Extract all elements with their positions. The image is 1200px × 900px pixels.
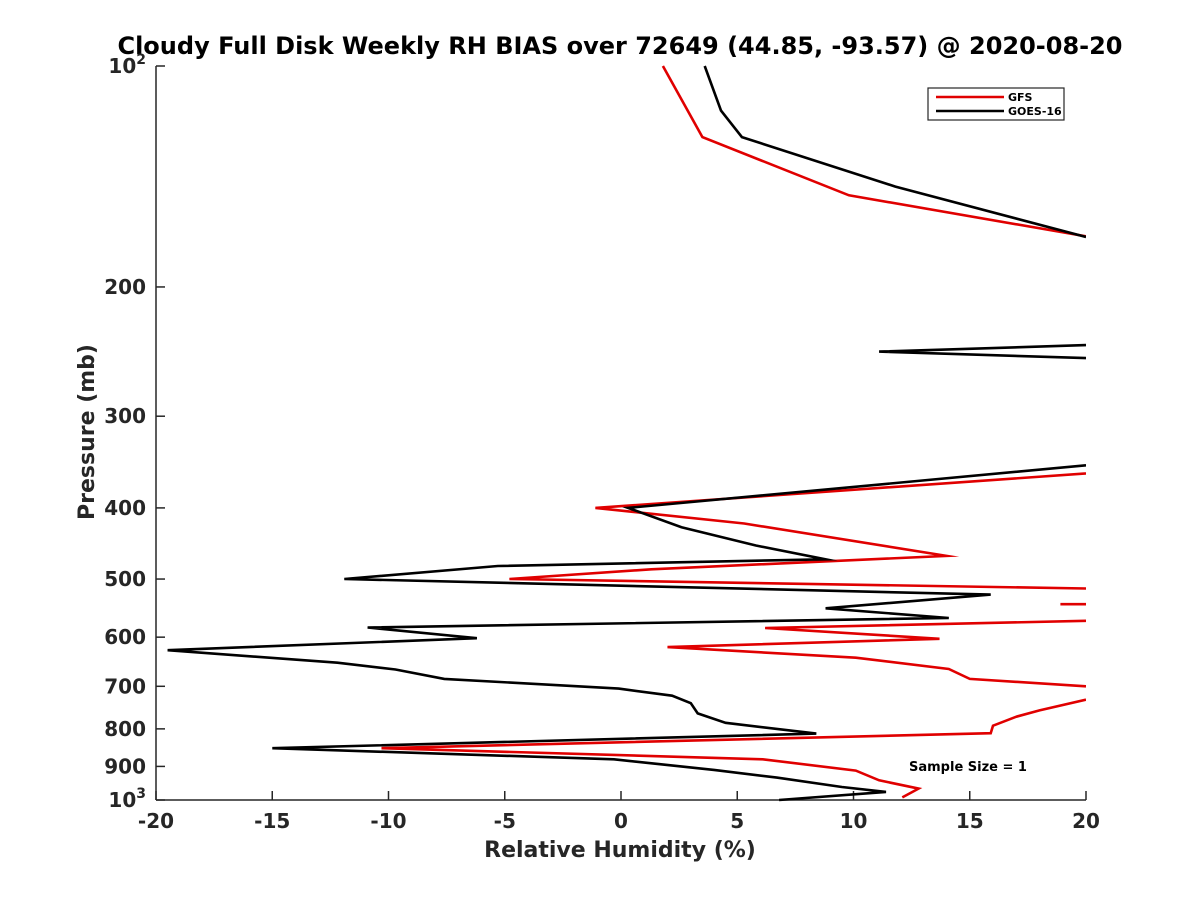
x-axis-label: Relative Humidity (%) [484,838,756,863]
x-tick-label: 0 [614,809,628,833]
y-tick-label: 900 [104,754,146,778]
y-tick-label: 102 [108,52,146,78]
x-tick-label: -5 [494,809,516,833]
series-goes-16-line [167,65,1086,802]
x-tick-label: -15 [254,809,290,833]
x-tick-label: 10 [840,809,868,833]
y-tick-label: 700 [104,674,146,698]
x-tick-label: -10 [370,809,406,833]
x-tick-label: 20 [1072,809,1100,833]
y-tick-label: 200 [104,275,146,299]
y-tick-label: 300 [104,404,146,428]
x-tick-label: 15 [956,809,984,833]
y-tick-label: 103 [108,786,146,812]
series-gfs-line [381,65,1086,799]
x-tick-label: 5 [730,809,744,833]
legend-box [927,87,1065,121]
chart-title: Cloudy Full Disk Weekly RH BIAS over 726… [117,32,1122,60]
legend-gfs-label: GFS [1008,91,1033,104]
axes: -20 -15 -10 -5 0 5 10 15 20 102 200 300 400 500 600 700… [104,52,1100,833]
x-tick-label: -20 [138,809,174,833]
legend: GFS GOES-16 [927,87,1065,121]
y-axis-label: Pressure (mb) [75,344,100,520]
y-tick-label: 400 [104,496,146,520]
y-tick-label: 600 [104,625,146,649]
sample-size-annotation: Sample Size = 1 [909,760,1027,775]
y-tick-label: 500 [104,567,146,591]
plot-area [167,65,1086,802]
y-tick-label: 800 [104,717,146,741]
legend-goes16-label: GOES-16 [1008,105,1062,118]
